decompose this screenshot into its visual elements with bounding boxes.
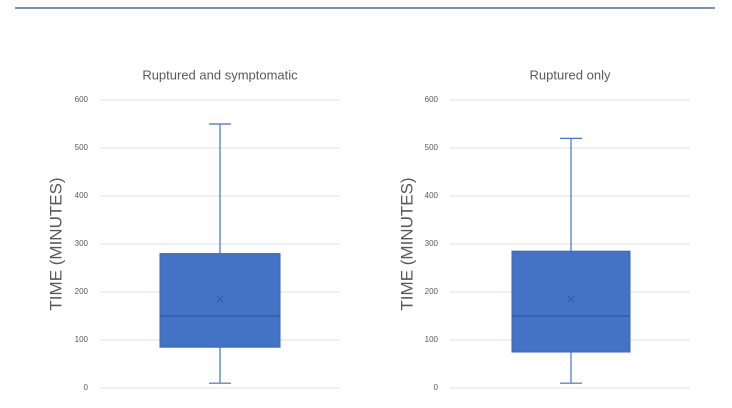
y-tick-label: 200: [75, 287, 89, 296]
mean-marker: [216, 295, 224, 303]
y-axis-label: TIME (MINUTES): [46, 177, 65, 310]
mean-marker: [567, 295, 575, 303]
y-tick-label: 100: [75, 335, 89, 344]
y-tick-label: 200: [425, 287, 439, 296]
box: [511, 250, 631, 353]
y-tick-label: 300: [425, 239, 439, 248]
y-tick-label: 600: [425, 95, 439, 104]
y-tick-label: 0: [84, 383, 89, 392]
y-tick-label: 0: [434, 383, 439, 392]
y-tick-label: 300: [75, 239, 89, 248]
y-tick-label: 600: [75, 95, 89, 104]
y-tick-label: 400: [75, 191, 89, 200]
chart-title: Ruptured and symptomatic: [142, 67, 298, 82]
y-axis-label: TIME (MINUTES): [397, 177, 416, 310]
y-tick-label: 100: [425, 335, 439, 344]
y-tick-label: 500: [75, 143, 89, 152]
box: [159, 253, 281, 348]
y-tick-label: 500: [425, 143, 439, 152]
y-tick-label: 400: [425, 191, 439, 200]
chart-title: Ruptured only: [530, 67, 611, 82]
